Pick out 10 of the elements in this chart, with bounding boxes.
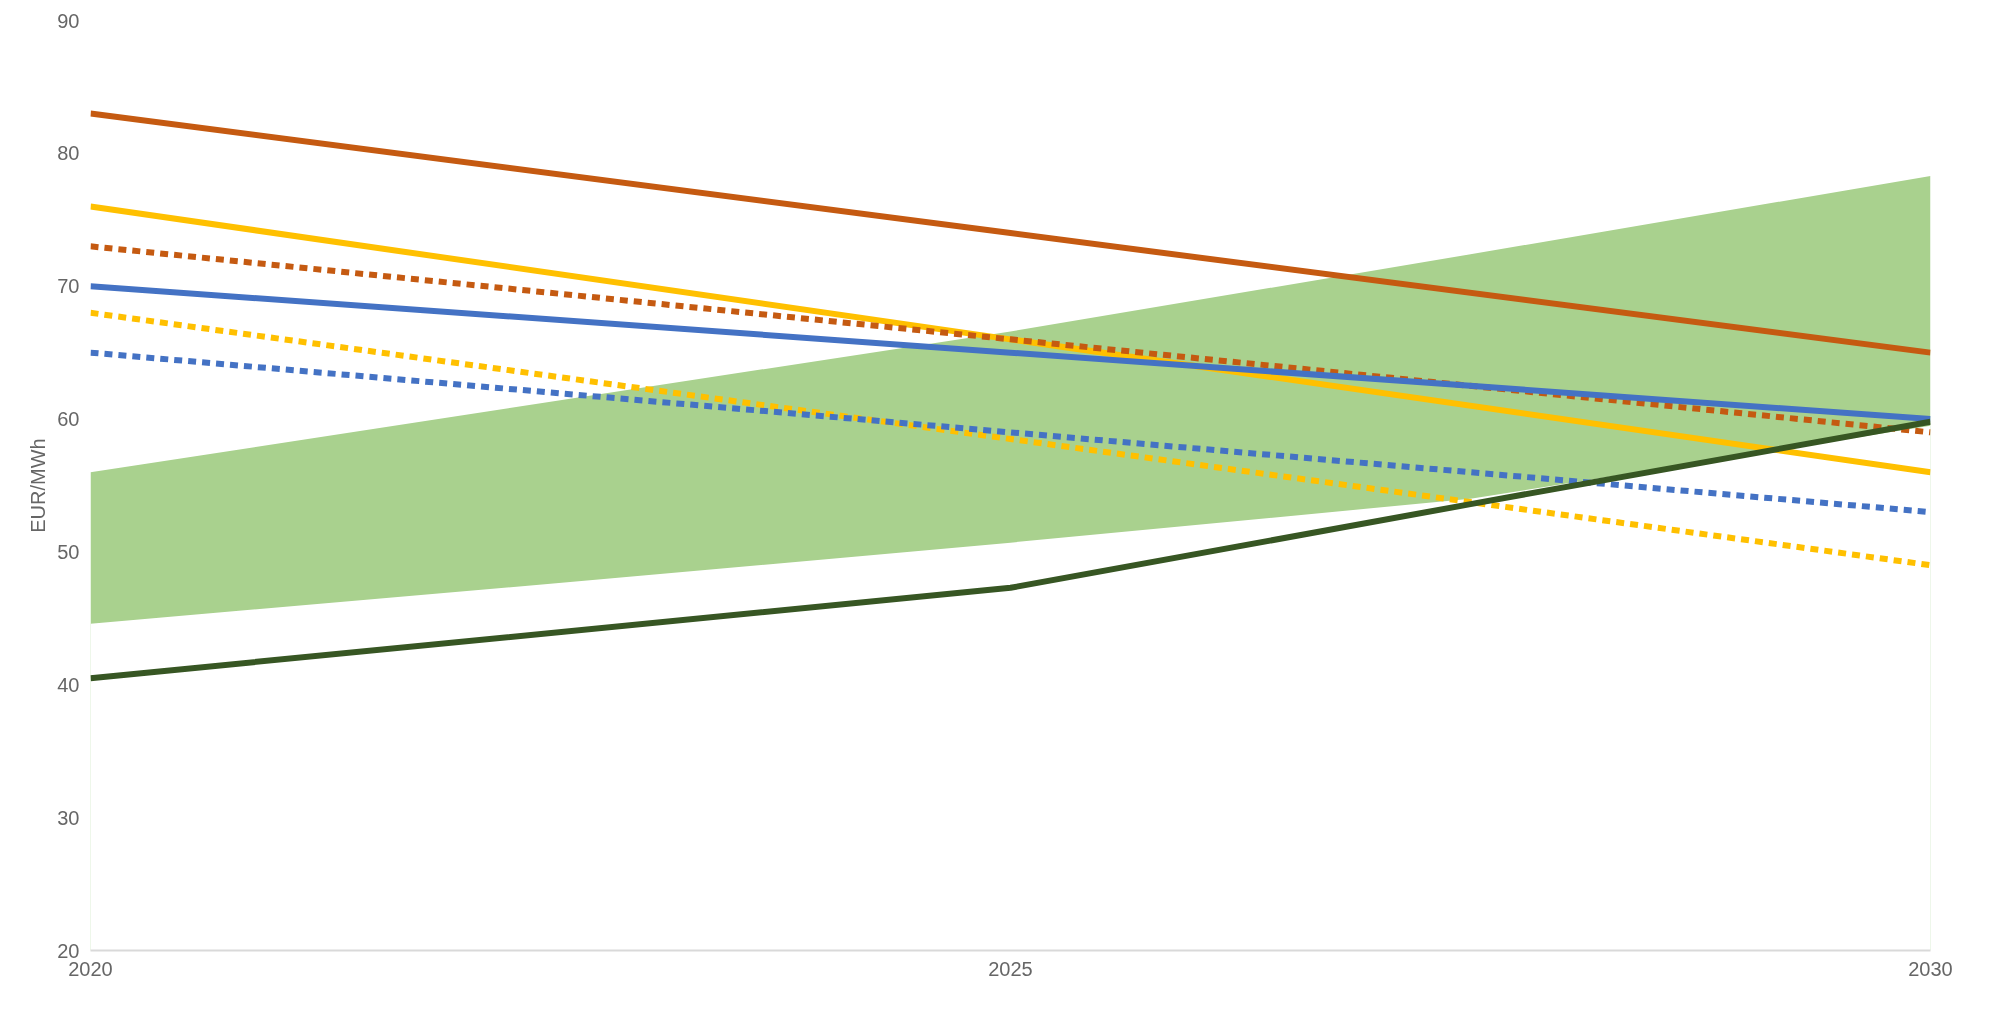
y-tick-label: 50 [57,540,80,563]
y-axis-title: EUR/MWh [27,438,50,533]
x-tick-label: 2030 [1908,957,1953,980]
y-tick-label: 80 [57,142,80,165]
y-tick-label: 40 [57,673,80,696]
y-tick-label: 60 [57,408,80,431]
y-tick-label: 90 [57,9,80,32]
y-tick-label: 70 [57,275,80,298]
x-tick-label: 2025 [988,957,1033,980]
y-tick-label: 30 [57,806,80,829]
